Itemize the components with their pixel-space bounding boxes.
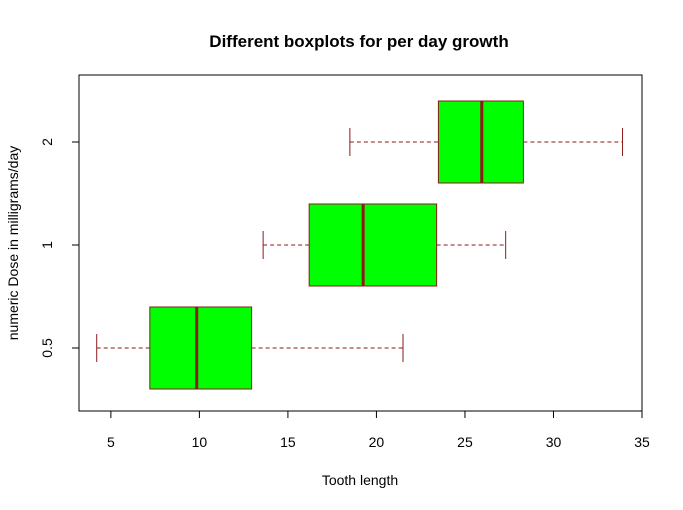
- y-tick-label: 2: [39, 138, 55, 146]
- x-tick-label: 20: [369, 434, 385, 450]
- x-tick-label: 25: [457, 434, 473, 450]
- x-axis-label: Tooth length: [322, 472, 398, 488]
- x-tick-label: 10: [192, 434, 208, 450]
- chart-title: Different boxplots for per day growth: [209, 32, 508, 51]
- x-tick-label: 5: [107, 434, 115, 450]
- box-rect: [149, 306, 253, 390]
- boxplot-group-0-5: [96, 306, 404, 390]
- boxplot-group-2: [349, 100, 624, 184]
- y-axis-label: numeric Dose in milligrams/day: [5, 146, 21, 341]
- box-rect: [308, 203, 438, 287]
- boxes-layer: [96, 100, 624, 390]
- x-tick-label: 30: [546, 434, 562, 450]
- y-axis: 0.5 1 2: [39, 138, 80, 358]
- x-tick-label: 35: [634, 434, 650, 450]
- y-tick-label: 0.5: [39, 338, 55, 358]
- x-axis: 5 10 15 20 25 30 35: [107, 410, 650, 450]
- boxplot-group-1: [262, 203, 507, 287]
- x-tick-label: 15: [280, 434, 296, 450]
- y-tick-label: 1: [39, 241, 55, 249]
